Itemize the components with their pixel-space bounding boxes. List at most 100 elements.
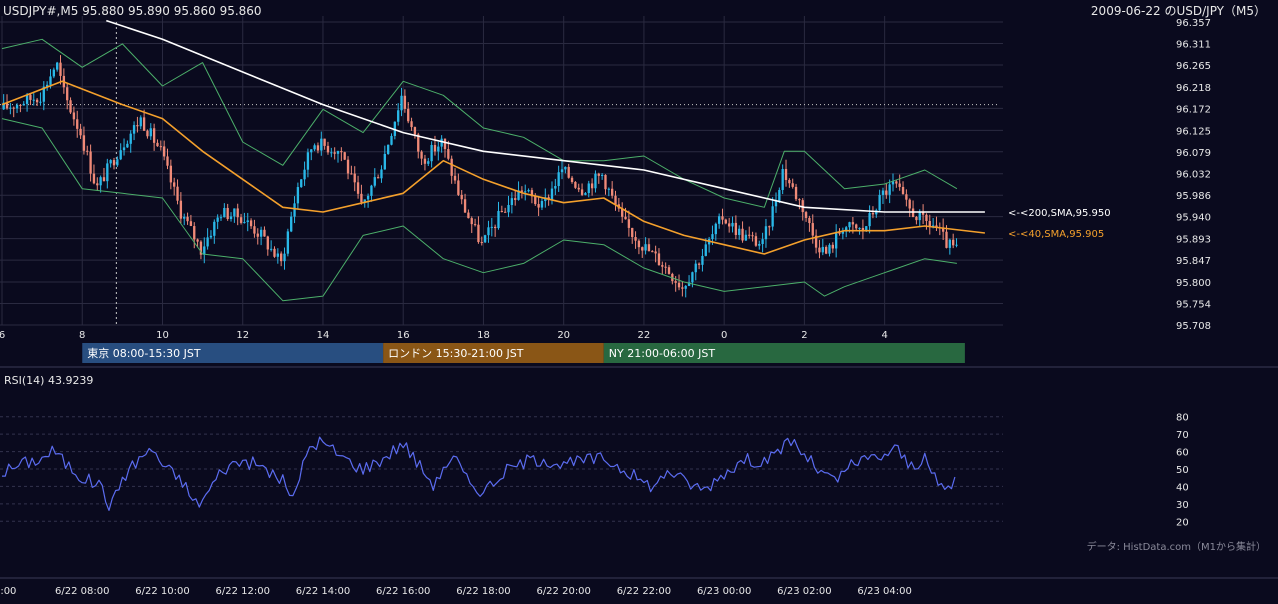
price-tick-label: 95.893 (1176, 235, 1211, 246)
candle-up (497, 210, 500, 229)
candle-down (905, 194, 908, 200)
candle-up (296, 187, 300, 204)
candle-up (2, 102, 5, 110)
candle-down (433, 145, 437, 152)
hour-tick-label: 20 (557, 330, 570, 341)
candle-down (403, 95, 407, 109)
rsi-tick-label: 20 (1176, 517, 1189, 528)
candle-up (875, 210, 878, 215)
candle-up (52, 69, 55, 77)
candle-down (112, 160, 116, 166)
candle-up (386, 144, 390, 154)
candle-down (460, 194, 463, 200)
candle-down (952, 239, 955, 246)
candle-down (239, 217, 243, 223)
candle-down (657, 253, 661, 266)
candle-down (162, 146, 166, 157)
candle-down (520, 190, 524, 192)
candle-up (510, 198, 514, 206)
candle-down (376, 177, 380, 179)
rsi-tick-label: 60 (1176, 448, 1189, 459)
candle-down (794, 186, 798, 200)
candle-up (15, 104, 19, 109)
candle-up (149, 128, 152, 137)
candle-down (811, 223, 814, 236)
candle-up (694, 263, 697, 273)
price-tick-label: 96.172 (1176, 104, 1211, 115)
candle-down (152, 128, 156, 143)
date-tick-label: 6/22 18:00 (456, 586, 510, 597)
candle-up (276, 253, 280, 257)
candle-down (280, 253, 283, 262)
candle-up (594, 173, 597, 189)
candle-down (453, 175, 457, 181)
candle-up (9, 107, 12, 109)
source-note: データ: HistData.com（M1から集計） (1087, 540, 1266, 553)
date-tick-label: 6/22 08:00 (55, 586, 109, 597)
candle-down (256, 233, 259, 237)
candle-up (758, 243, 761, 246)
candle-down (935, 225, 938, 228)
candle-down (66, 87, 69, 101)
candle-down (754, 236, 758, 246)
candle-down (654, 251, 657, 254)
date-tick-label: 6/22 22:00 (617, 586, 671, 597)
hour-tick-label: 14 (317, 330, 330, 341)
candle-up (554, 186, 557, 189)
candle-up (49, 76, 52, 85)
candle-down (76, 119, 79, 129)
candle-up (25, 94, 29, 104)
price-tick-label: 96.125 (1176, 126, 1211, 137)
candle-up (888, 184, 891, 195)
hour-tick-label: 10 (156, 330, 169, 341)
candle-down (741, 228, 744, 241)
candle-up (290, 216, 293, 232)
candle-down (493, 226, 497, 229)
price-tick-label: 96.311 (1176, 39, 1211, 50)
candle-down (253, 226, 256, 234)
series-label: <-<40,SMA,95.905 (1008, 229, 1104, 240)
price-tick-label: 95.708 (1176, 321, 1211, 332)
price-tick-label: 95.800 (1176, 278, 1211, 289)
candle-down (447, 149, 450, 159)
price-tick-label: 95.940 (1176, 213, 1211, 224)
candle-up (383, 153, 386, 170)
candle-down (728, 223, 731, 227)
candle-up (390, 135, 393, 145)
candle-up (540, 201, 544, 208)
candle-down (136, 125, 139, 127)
candle-up (400, 95, 403, 111)
candle-down (420, 151, 423, 159)
candle-up (691, 272, 694, 283)
candle-down (674, 281, 677, 283)
candle-down (79, 128, 82, 136)
candle-up (858, 227, 861, 229)
candle-up (848, 222, 851, 228)
candle-down (574, 181, 577, 188)
rsi-line (2, 436, 956, 511)
candle-down (514, 198, 517, 200)
candle-up (560, 169, 564, 173)
candle-up (313, 145, 316, 150)
candle-down (353, 173, 356, 183)
candle-down (467, 212, 470, 219)
candle-up (363, 199, 366, 203)
candle-down (346, 159, 350, 174)
candle-up (487, 227, 490, 236)
candle-up (209, 235, 213, 238)
candle-down (176, 186, 179, 201)
date-tick-label: 06:00 (0, 586, 16, 597)
candle-down (12, 107, 15, 109)
candle-up (600, 174, 604, 176)
candle-down (537, 204, 540, 208)
candle-up (223, 207, 226, 218)
candle-down (851, 222, 855, 225)
candle-down (567, 166, 570, 178)
candle-up (490, 226, 493, 228)
candle-down (915, 217, 918, 221)
candle-up (300, 179, 303, 188)
candle-up (183, 216, 186, 219)
candle-up (841, 231, 845, 234)
